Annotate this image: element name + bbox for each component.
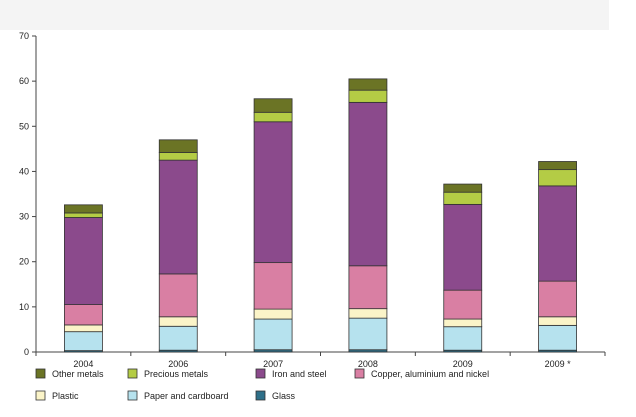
bar-segment (158, 316, 198, 327)
bar-segment (253, 98, 293, 113)
y-tick-label: 20 (19, 257, 29, 267)
bar-segment (348, 78, 388, 91)
bar-segment (348, 101, 388, 267)
bar-segment (253, 262, 293, 310)
bar-segment (64, 217, 103, 306)
bar-segment (538, 161, 577, 171)
bar-segment (64, 304, 103, 326)
bar-segment (253, 318, 293, 351)
bar-segment (538, 324, 577, 351)
bar-segment (253, 308, 293, 320)
legend-label: Iron and steel (272, 369, 327, 379)
legend-label: Paper and cardboard (144, 391, 229, 401)
bar-segment (348, 265, 388, 310)
y-tick-label: 30 (19, 212, 29, 222)
bar-segment (158, 152, 198, 161)
bar-segment (538, 280, 577, 318)
bar-segment (348, 89, 388, 103)
legend-swatch (255, 390, 266, 401)
legend-swatch (255, 368, 266, 379)
bar-segment (348, 317, 388, 351)
y-tick-label: 10 (19, 302, 29, 312)
legend-swatch (354, 368, 365, 379)
bar-segment (158, 139, 198, 153)
y-tick-label: 0 (24, 347, 29, 357)
bar-segment (538, 185, 577, 282)
x-tick-label: 2008 (358, 359, 378, 369)
bar-segment (443, 203, 483, 291)
legend-swatch (35, 368, 46, 379)
bar-segment (158, 273, 198, 318)
bar-segment (158, 325, 198, 351)
x-tick-label: 2009 * (545, 359, 572, 369)
legend-label: Precious metals (144, 369, 209, 379)
bar-segment (538, 169, 577, 187)
bar-segment (443, 191, 483, 205)
y-tick-label: 50 (19, 121, 29, 131)
bar-segment (443, 326, 483, 351)
y-tick-label: 70 (19, 31, 29, 41)
bar-segment (64, 324, 103, 333)
bar-segment (443, 318, 483, 328)
y-tick-label: 40 (19, 166, 29, 176)
bar-segment (538, 316, 577, 326)
bar-segment (443, 183, 483, 193)
x-tick-label: 2004 (73, 359, 93, 369)
bar-segment (253, 111, 293, 123)
legend-label: Plastic (52, 391, 79, 401)
x-tick-label: 2009 (453, 359, 473, 369)
bar-segment (64, 204, 103, 214)
legend-swatch (35, 390, 46, 401)
bar-segment (443, 289, 483, 320)
x-tick-label: 2006 (168, 359, 188, 369)
legend-label: Copper, aluminium and nickel (371, 369, 489, 379)
legend-label: Other metals (52, 369, 104, 379)
x-tick-label: 2007 (263, 359, 283, 369)
bar-segment (64, 212, 103, 218)
legend-swatch (127, 368, 138, 379)
legend-swatch (127, 390, 138, 401)
bar-segment (158, 159, 198, 275)
bar-segment (253, 121, 293, 264)
bar-segment (348, 308, 388, 319)
bar-segment (64, 331, 103, 352)
header-band (0, 0, 609, 30)
legend-label: Glass (272, 391, 296, 401)
y-tick-label: 60 (19, 76, 29, 86)
